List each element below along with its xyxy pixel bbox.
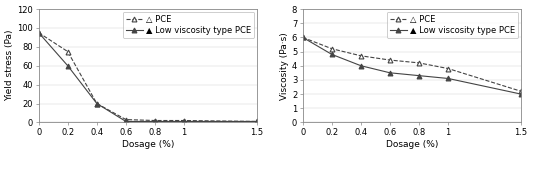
▲ Low viscosity type PCE [416, 75, 422, 77]
△ PCE [181, 120, 187, 122]
Y-axis label: Yield stress (Pa): Yield stress (Pa) [5, 30, 14, 101]
▲ Low viscosity type PCE [181, 120, 187, 122]
△ PCE [358, 55, 364, 57]
▲ Low viscosity type PCE [64, 65, 71, 67]
Line: △ PCE: △ PCE [300, 35, 523, 94]
▲ Low viscosity type PCE [518, 93, 524, 95]
△ PCE [123, 118, 129, 121]
△ PCE [300, 36, 306, 38]
Line: ▲ Low viscosity type PCE: ▲ Low viscosity type PCE [36, 30, 259, 124]
Line: △ PCE: △ PCE [36, 30, 259, 124]
Legend: △ PCE, ▲ Low viscosity type PCE: △ PCE, ▲ Low viscosity type PCE [386, 12, 519, 38]
Line: ▲ Low viscosity type PCE: ▲ Low viscosity type PCE [300, 35, 523, 97]
△ PCE [152, 120, 158, 122]
▲ Low viscosity type PCE [94, 103, 100, 105]
△ PCE [445, 67, 451, 70]
△ PCE [329, 48, 335, 50]
△ PCE [64, 50, 71, 53]
△ PCE [94, 103, 100, 105]
▲ Low viscosity type PCE [387, 72, 393, 74]
△ PCE [254, 120, 260, 122]
△ PCE [416, 62, 422, 64]
▲ Low viscosity type PCE [300, 36, 306, 38]
▲ Low viscosity type PCE [329, 53, 335, 55]
▲ Low viscosity type PCE [254, 120, 260, 122]
X-axis label: Dosage (%): Dosage (%) [122, 140, 174, 149]
▲ Low viscosity type PCE [445, 78, 451, 80]
Legend: △ PCE, ▲ Low viscosity type PCE: △ PCE, ▲ Low viscosity type PCE [123, 12, 254, 38]
▲ Low viscosity type PCE [152, 120, 158, 122]
▲ Low viscosity type PCE [35, 32, 42, 34]
X-axis label: Dosage (%): Dosage (%) [385, 140, 438, 149]
▲ Low viscosity type PCE [123, 120, 129, 122]
△ PCE [35, 32, 42, 34]
△ PCE [518, 90, 524, 92]
△ PCE [387, 59, 393, 61]
Y-axis label: Viscosity (Pa·s): Viscosity (Pa·s) [280, 32, 289, 100]
▲ Low viscosity type PCE [358, 65, 364, 67]
